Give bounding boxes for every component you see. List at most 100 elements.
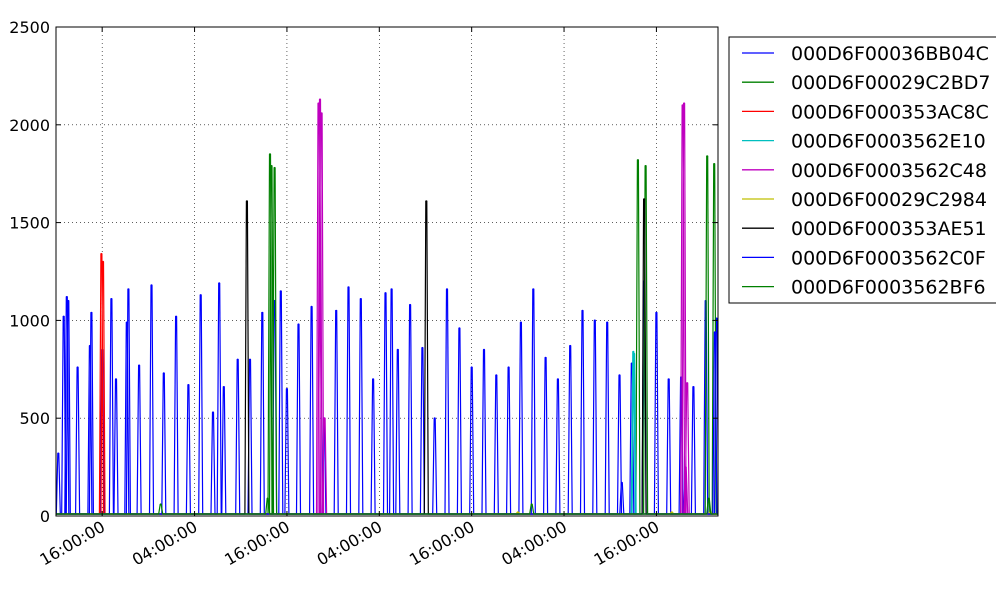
data-point bbox=[670, 511, 673, 513]
y-tick-label: 2500 bbox=[9, 18, 50, 37]
data-point bbox=[483, 348, 485, 351]
plot-frame bbox=[55, 26, 719, 517]
data-point bbox=[246, 200, 248, 203]
data-point bbox=[199, 294, 202, 296]
data-point bbox=[684, 466, 687, 468]
data-point bbox=[620, 481, 623, 484]
data-point bbox=[273, 299, 276, 302]
data-point bbox=[90, 311, 93, 314]
data-point bbox=[683, 102, 685, 105]
data-point bbox=[495, 374, 498, 377]
data-point bbox=[520, 321, 522, 324]
data-point bbox=[159, 503, 162, 506]
data-point bbox=[323, 417, 326, 420]
data-point bbox=[317, 102, 320, 105]
y-tick-label: 500 bbox=[19, 409, 50, 428]
data-point bbox=[681, 104, 684, 107]
y-tick-label: 2000 bbox=[9, 116, 50, 135]
data-point bbox=[632, 350, 635, 353]
data-point bbox=[249, 358, 251, 361]
data-point bbox=[57, 452, 60, 455]
data-point bbox=[127, 288, 130, 290]
legend-label: 000D6F00036BB04C bbox=[791, 43, 989, 65]
data-point bbox=[517, 511, 519, 513]
data-point bbox=[644, 165, 647, 167]
legend-label: 000D6F0003562C0F bbox=[791, 247, 986, 269]
data-point bbox=[62, 315, 65, 318]
data-point bbox=[569, 344, 572, 347]
data-point bbox=[261, 311, 264, 314]
legend-label: 000D6F0003562BF6 bbox=[791, 277, 986, 299]
data-point bbox=[655, 311, 658, 314]
data-point bbox=[692, 386, 695, 388]
legend-label: 000D6F000353AE51 bbox=[791, 218, 987, 240]
data-point bbox=[593, 319, 596, 322]
series-8 bbox=[56, 282, 718, 515]
data-point bbox=[686, 382, 689, 384]
series-layer bbox=[56, 98, 718, 515]
data-point bbox=[446, 288, 448, 290]
data-point bbox=[714, 331, 716, 333]
data-point bbox=[384, 292, 387, 294]
data-point bbox=[425, 200, 428, 203]
data-point bbox=[273, 166, 276, 169]
data-point bbox=[286, 388, 288, 390]
y-tick-label: 1500 bbox=[9, 214, 50, 233]
data-point bbox=[150, 284, 153, 287]
data-point bbox=[507, 366, 510, 369]
data-point bbox=[421, 346, 424, 349]
x-tick-label: 16:00:00 bbox=[406, 517, 478, 569]
data-point bbox=[707, 497, 710, 500]
data-point bbox=[530, 503, 533, 506]
data-point bbox=[458, 327, 461, 330]
data-point bbox=[269, 153, 271, 156]
data-point bbox=[409, 303, 411, 306]
data-point bbox=[581, 309, 584, 312]
data-point bbox=[212, 411, 214, 414]
data-point bbox=[433, 417, 436, 420]
data-point bbox=[713, 163, 716, 165]
data-point bbox=[359, 298, 362, 300]
data-point bbox=[175, 315, 178, 318]
data-point bbox=[715, 317, 718, 320]
data-point bbox=[310, 305, 313, 308]
data-point bbox=[319, 98, 321, 101]
data-point bbox=[266, 497, 269, 500]
data-point bbox=[606, 321, 609, 324]
data-point bbox=[115, 378, 117, 380]
x-tick-label: 04:00:00 bbox=[498, 517, 570, 569]
data-point bbox=[270, 165, 273, 167]
data-point bbox=[633, 352, 635, 355]
legend: 000D6F00036BB04C 000D6F00029C2BD7 000D6F00… bbox=[728, 36, 996, 304]
data-point bbox=[76, 366, 79, 369]
data-point bbox=[544, 356, 547, 359]
data-point bbox=[667, 378, 670, 380]
data-point bbox=[187, 384, 190, 386]
data-point bbox=[218, 282, 221, 285]
x-tick-label: 04:00:00 bbox=[129, 517, 201, 569]
series-7 bbox=[56, 198, 718, 515]
data-point bbox=[110, 298, 113, 300]
x-tick-label: 04:00:00 bbox=[314, 517, 386, 569]
data-point bbox=[297, 323, 300, 326]
y-tick-label: 0 bbox=[40, 507, 50, 526]
data-point bbox=[372, 378, 374, 380]
data-point bbox=[396, 348, 399, 351]
data-point bbox=[706, 155, 709, 158]
legend-label: 000D6F00029C2984 bbox=[791, 189, 987, 211]
legend-label: 000D6F000353AC8C bbox=[791, 101, 989, 123]
data-point bbox=[390, 288, 393, 290]
data-point bbox=[236, 358, 239, 361]
data-point bbox=[102, 260, 104, 263]
legend-label: 000D6F0003562C48 bbox=[791, 160, 987, 182]
data-point bbox=[470, 366, 473, 369]
data-point bbox=[222, 386, 225, 388]
data-point bbox=[643, 198, 645, 201]
series-9 bbox=[56, 497, 718, 515]
data-point bbox=[532, 288, 535, 290]
data-point bbox=[138, 364, 141, 367]
data-point bbox=[618, 374, 621, 377]
data-point bbox=[637, 159, 639, 161]
x-tick-label: 16:00:00 bbox=[591, 517, 663, 569]
